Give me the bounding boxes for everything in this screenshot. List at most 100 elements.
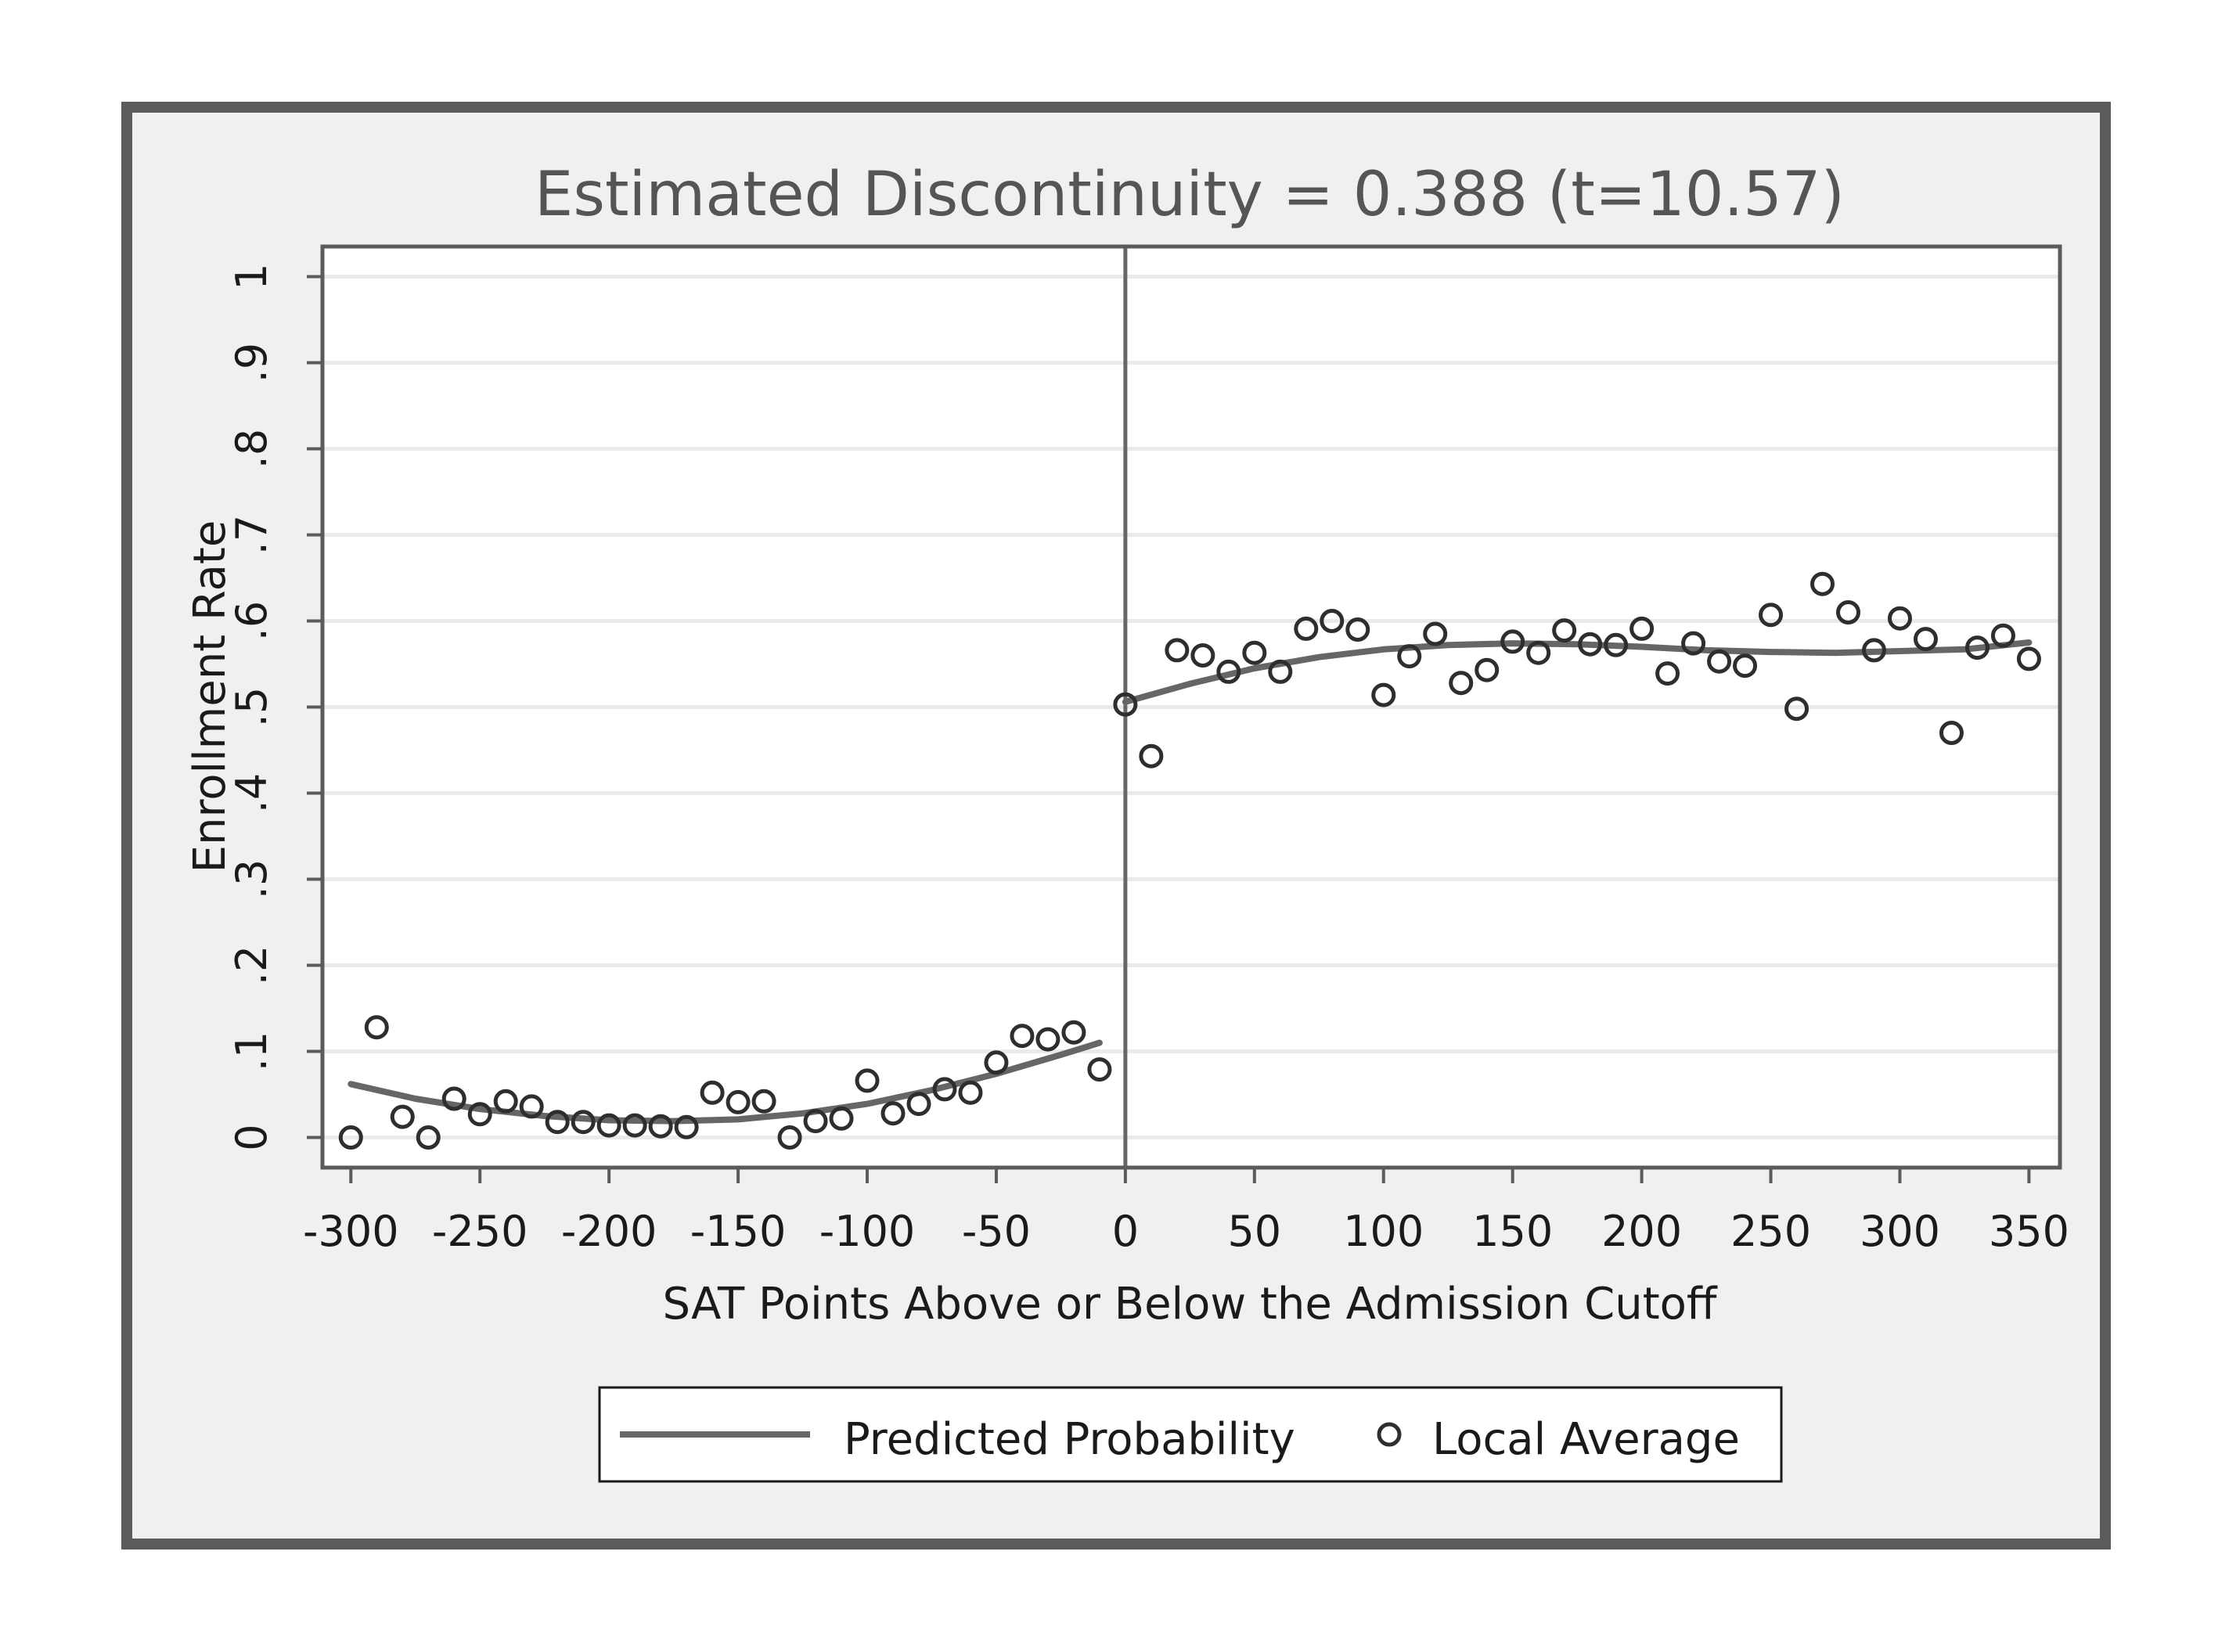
local-average-point [1423,621,1448,646]
x-axis-label: SAT Points Above or Below the Admission … [662,1279,1717,1330]
local-average-point [674,1114,699,1139]
local-average-point [1397,644,1422,669]
local-average-point [1475,657,1500,682]
legend-line-label: Predicted Probability [844,1414,1295,1465]
y-axis-label: Enrollment Rate [185,520,236,873]
local-average-point [1113,692,1138,717]
local-average-point [1449,671,1474,696]
local-average-point [1681,631,1706,656]
x-tick-label: 100 [1343,1207,1424,1256]
local-average-point [855,1068,880,1093]
y-tick-label: .5 [227,687,276,728]
x-tick-label: 350 [1989,1207,2069,1256]
local-average-point [622,1113,647,1138]
local-average-point [1345,617,1370,642]
local-average-point [1784,696,1809,722]
local-average-point [1836,600,1861,624]
x-tick-label: 200 [1601,1207,1682,1256]
local-average-point [1216,659,1241,684]
local-average-point [416,1125,441,1150]
grid-lines [322,275,2060,1139]
local-average-point [829,1106,854,1131]
y-tick-label: .6 [227,601,276,642]
local-average-point [1061,1020,1086,1045]
local-average-point [1655,661,1680,686]
x-tick-label: -250 [432,1207,528,1256]
local-average-point [1526,640,1551,665]
local-average-point [1242,640,1267,665]
local-average-point [1371,682,1396,707]
x-tick-label: -150 [690,1207,787,1256]
chart-title: Estimated Discontinuity = 0.388 (t=10.57… [535,160,1845,230]
local-average-point [545,1110,570,1135]
local-average-point [390,1104,415,1129]
local-average-point [648,1114,673,1139]
local-average-point [1759,603,1784,628]
x-tick-label: 250 [1730,1207,1811,1256]
y-tick-label: .8 [227,429,276,470]
local-average-point [1552,618,1577,643]
local-average-point [1578,632,1603,657]
local-average-point [1810,571,1835,596]
local-average-point [1087,1057,1112,1082]
x-tick-label: -50 [962,1207,1031,1256]
local-average-point [906,1092,931,1117]
local-average-point [1010,1024,1035,1049]
local-average-point [1500,629,1525,654]
local-average-point [467,1102,492,1127]
legend-marker-label: Local Average [1432,1414,1740,1465]
local-average-point [932,1077,957,1102]
local-average-point [1887,606,1912,631]
local-average-markers [338,571,2041,1150]
x-tick-label: 300 [1860,1207,1940,1256]
x-tick-label: 50 [1227,1207,1281,1256]
y-tick-label: .1 [227,1031,276,1072]
local-average-point [1939,721,1964,745]
local-average-point [1190,643,1215,668]
local-average-point [1268,659,1293,684]
local-average-point [880,1101,906,1126]
local-average-point [441,1086,466,1111]
y-tick-label: 1 [227,263,276,290]
local-average-point [1913,627,1938,652]
local-average-point [571,1110,596,1135]
local-average-point [493,1089,518,1114]
y-tick-label: 0 [227,1124,276,1150]
x-tick-label: -100 [819,1207,916,1256]
local-average-point [1604,632,1629,657]
y-tick-label: .3 [227,859,276,900]
local-average-point [364,1015,389,1040]
x-tick-label: -300 [303,1207,399,1256]
y-tick-label: .7 [227,515,276,556]
local-average-point [1707,649,1732,674]
local-average-point [777,1125,802,1150]
local-average-point [519,1094,544,1119]
y-tick-label: .9 [227,343,276,383]
local-average-point [596,1113,621,1138]
x-tick-label: -200 [561,1207,657,1256]
local-average-point [1990,623,2015,648]
local-average-point [803,1109,828,1134]
local-average-point [1165,638,1190,663]
local-average-point [700,1080,725,1105]
local-average-point [751,1089,776,1114]
axes: 0 .1 .2 .3 .4 .5 .6 .7 .8 .9 1 -300 -250 -200 -150 -100… [227,263,2069,1256]
legend-marker-swatch [1377,1422,1402,1447]
local-average-point [1733,653,1758,678]
local-average-point [958,1080,983,1105]
local-average-point [1964,635,1990,660]
x-tick-label: 0 [1112,1207,1139,1256]
local-average-point [1861,638,1886,663]
local-average-point [1294,616,1319,641]
local-average-point [338,1125,363,1150]
local-average-point [2016,646,2041,671]
legend: Predicted Probability Local Average [598,1386,1783,1483]
local-average-point [726,1089,751,1114]
local-average-point [1035,1027,1060,1052]
local-average-point [1320,609,1345,633]
y-tick-label: .2 [227,945,276,986]
local-average-point [984,1050,1009,1075]
y-tick-label: .4 [227,773,276,814]
local-average-point [1139,743,1164,768]
